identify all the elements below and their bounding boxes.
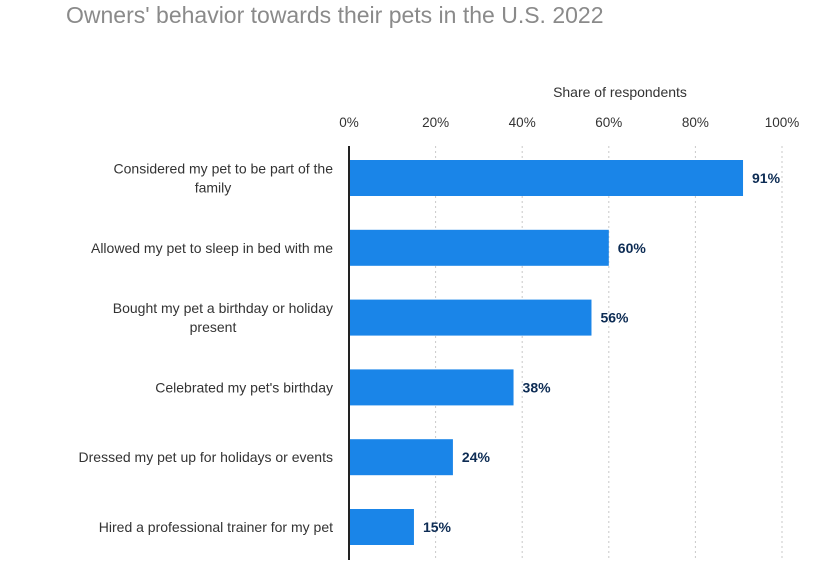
- value-label: 15%: [423, 519, 452, 535]
- x-axis-title: Share of respondents: [553, 84, 687, 100]
- x-tick-label: 20%: [422, 115, 449, 130]
- x-tick-label: 0%: [339, 115, 359, 130]
- gridlines: [435, 146, 783, 560]
- value-label: 56%: [600, 310, 629, 326]
- category-labels: Considered my pet to be part of the famil…: [79, 161, 334, 536]
- bar: [349, 229, 609, 266]
- bar: [349, 160, 744, 196]
- category-label: Allowed my pet to sleep in bed with me: [91, 240, 333, 256]
- category-label: Dressed my pet up for holidays or events: [79, 449, 333, 465]
- category-label: Considered my pet to be part of the famil…: [114, 161, 334, 196]
- x-tick-label: 100%: [765, 115, 800, 130]
- bars: [349, 160, 744, 545]
- category-label: Celebrated my pet's birthday: [155, 379, 333, 395]
- x-axis-tick-labels: 0% 20% 40% 60% 80% 100%: [339, 115, 799, 130]
- bar: [349, 369, 514, 406]
- x-tick-label: 80%: [682, 115, 709, 130]
- value-label: 24%: [462, 449, 491, 465]
- bar: [349, 299, 592, 336]
- chart-title: Owners' behavior towards their pets in t…: [66, 2, 604, 28]
- value-labels: 91% 60% 56% 38% 24% 15%: [423, 170, 781, 535]
- x-tick-label: 60%: [595, 115, 622, 130]
- value-label: 38%: [523, 379, 552, 395]
- x-tick-label: 40%: [509, 115, 536, 130]
- value-label: 60%: [618, 240, 647, 256]
- bar: [349, 509, 414, 545]
- bar: [349, 439, 453, 476]
- category-label: Bought my pet a birthday or holiday prese…: [113, 300, 333, 335]
- category-label: Hired a professional trainer for my pet: [99, 519, 333, 535]
- value-label: 91%: [752, 170, 781, 186]
